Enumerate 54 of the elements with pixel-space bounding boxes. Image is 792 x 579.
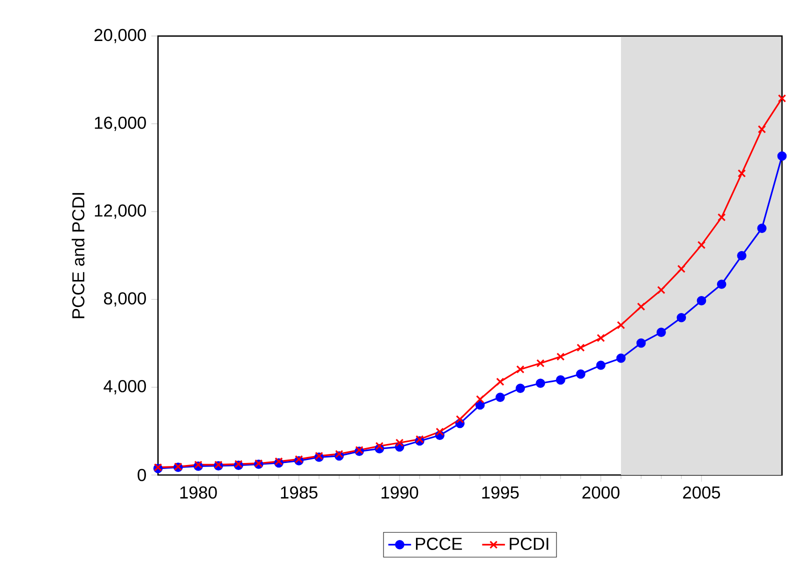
point bbox=[616, 320, 626, 330]
x-tick-label: 1990 bbox=[382, 486, 418, 499]
point bbox=[778, 94, 786, 102]
y-tick-label: 4,000 bbox=[104, 380, 146, 394]
y-tick-label: 0 bbox=[138, 468, 146, 482]
point bbox=[637, 302, 646, 311]
point bbox=[656, 328, 666, 337]
point bbox=[335, 450, 344, 458]
x-tick-label: 2005 bbox=[683, 486, 720, 499]
point bbox=[516, 384, 525, 393]
point bbox=[777, 151, 787, 161]
y-tick-label: 8,000 bbox=[104, 292, 146, 307]
x-tick-label: 1995 bbox=[482, 486, 519, 499]
y-axis-title: PCCE and PCDI bbox=[72, 193, 84, 318]
point bbox=[536, 378, 546, 388]
point bbox=[576, 369, 586, 379]
point bbox=[676, 312, 686, 322]
point bbox=[496, 392, 505, 402]
point bbox=[596, 360, 606, 370]
point bbox=[616, 354, 626, 363]
x-tick-label: 1985 bbox=[280, 486, 318, 499]
point bbox=[737, 251, 746, 260]
point bbox=[716, 280, 726, 289]
y-tick-label: 12,000 bbox=[94, 204, 146, 219]
point bbox=[556, 375, 566, 385]
point bbox=[375, 442, 384, 450]
point bbox=[738, 169, 746, 178]
point bbox=[436, 428, 444, 436]
point bbox=[496, 378, 504, 386]
point bbox=[516, 365, 524, 374]
point bbox=[536, 359, 545, 368]
point bbox=[475, 400, 485, 410]
y-tick-label: 20,000 bbox=[94, 28, 146, 44]
point bbox=[697, 240, 706, 250]
point bbox=[636, 338, 646, 348]
x-tick-label: 2000 bbox=[582, 486, 620, 499]
x-tick-label: 1980 bbox=[180, 486, 217, 499]
point bbox=[758, 125, 766, 134]
point bbox=[677, 264, 686, 273]
point bbox=[456, 415, 464, 424]
point bbox=[757, 224, 767, 233]
point bbox=[416, 435, 424, 444]
point bbox=[596, 334, 605, 342]
point bbox=[718, 213, 726, 222]
y-tick-label: 16,000 bbox=[94, 116, 146, 131]
point bbox=[476, 395, 484, 404]
legend-label: PCDI bbox=[510, 538, 548, 550]
point bbox=[556, 352, 565, 361]
legend-label: PCCE bbox=[416, 538, 462, 550]
point bbox=[696, 296, 706, 306]
point bbox=[274, 457, 283, 466]
point bbox=[576, 344, 585, 352]
point bbox=[657, 286, 666, 294]
point bbox=[395, 438, 404, 447]
